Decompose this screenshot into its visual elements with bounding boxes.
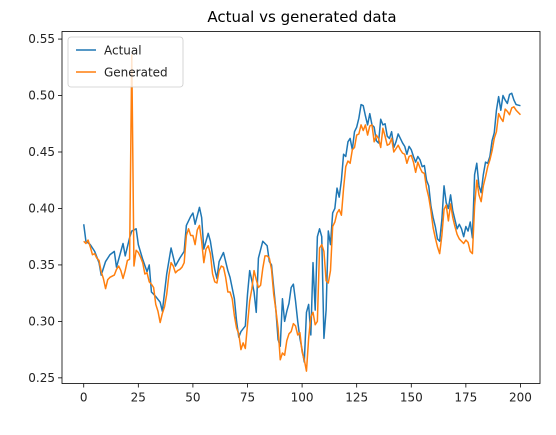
y-tick-label: 0.55 (28, 32, 55, 46)
series-line-generated (83, 54, 521, 372)
x-tick-label: 50 (185, 391, 200, 405)
x-tick-label: 200 (509, 391, 532, 405)
legend-label-actual: Actual (104, 44, 142, 58)
legend-label-generated: Generated (104, 66, 168, 80)
y-tick-label: 0.45 (28, 145, 55, 159)
series-layer (82, 54, 521, 372)
legend-box (67, 36, 184, 88)
y-tick-label: 0.30 (28, 314, 55, 328)
y-tick-label: 0.35 (28, 258, 55, 272)
x-axis: 0 25 50 75 100 125 150 175 200 (80, 383, 532, 405)
plot-frame (61, 31, 541, 384)
x-tick-label: 175 (454, 391, 477, 405)
series-line-actual (82, 92, 521, 363)
x-tick-label: 0 (80, 391, 88, 405)
x-tick-label: 25 (131, 391, 146, 405)
x-tick-label: 125 (345, 391, 368, 405)
y-tick-label: 0.40 (28, 201, 55, 215)
y-tick-label: 0.25 (28, 371, 55, 385)
x-tick-label: 100 (291, 391, 314, 405)
y-axis: 0.25 0.30 0.35 0.40 0.45 0.50 0.55 (28, 32, 62, 385)
legend: Actual Generated (67, 36, 184, 88)
y-tick-label: 0.50 (28, 89, 55, 103)
chart-title: Actual vs generated data (207, 8, 396, 26)
plot-area (61, 31, 541, 384)
x-tick-label: 150 (400, 391, 423, 405)
x-tick-label: 75 (240, 391, 255, 405)
